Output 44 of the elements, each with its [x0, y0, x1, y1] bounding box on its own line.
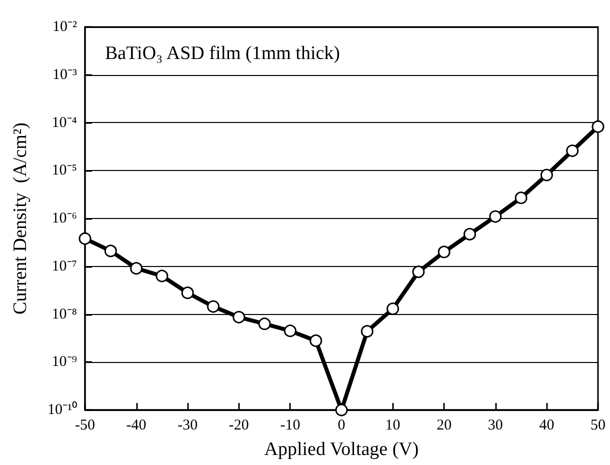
x-tick-label: -20	[228, 418, 249, 434]
y-tick-label: 10⁻⁶	[52, 210, 77, 226]
x-tick-label: -40	[126, 418, 146, 434]
point	[464, 228, 476, 240]
x-tick-label: 50	[590, 418, 606, 434]
y-tick-label: 10⁻⁷	[52, 258, 77, 274]
point	[104, 244, 117, 258]
point	[207, 300, 220, 313]
point	[130, 262, 143, 275]
x-tick-label: 20	[436, 418, 452, 434]
y-tick-label: 10⁻⁵	[52, 162, 77, 179]
y-tick-label: 10⁻³	[52, 66, 78, 83]
y-tick-label: 10⁻¹⁰	[48, 401, 77, 418]
x-tick-label: 10	[385, 418, 400, 434]
point	[566, 144, 579, 158]
point	[592, 120, 604, 133]
y-tick-label: 10⁻⁸	[52, 306, 77, 322]
point	[386, 302, 400, 316]
point	[489, 210, 502, 223]
point	[284, 324, 296, 338]
point	[310, 334, 322, 347]
point	[412, 266, 425, 278]
point	[514, 192, 528, 204]
point	[181, 286, 194, 300]
x-tick-label: 40	[539, 418, 554, 434]
point	[360, 325, 374, 338]
y-tick-label: 10⁻⁹	[52, 354, 77, 370]
point	[258, 318, 271, 330]
annotation: BaTiO₃ ASD film (1mm thick)	[105, 43, 340, 64]
x-tick-label: 0	[338, 418, 346, 434]
x-tick-label: 30	[488, 418, 503, 434]
x-tick-label: -50	[75, 418, 95, 434]
point	[232, 310, 246, 324]
y-axis-title: Current Density (A/cm²)	[10, 122, 31, 314]
point	[335, 404, 348, 416]
y-tick-label: 10⁻²	[52, 19, 78, 35]
point	[438, 246, 450, 258]
x-axis-title: Applied Voltage (V)	[264, 439, 419, 460]
point	[540, 168, 553, 182]
point	[156, 270, 168, 282]
point	[78, 232, 92, 245]
x-tick-label: -30	[178, 418, 198, 434]
y-tick-label: 10⁻⁴	[52, 114, 77, 131]
x-tick-label: -10	[280, 418, 300, 434]
